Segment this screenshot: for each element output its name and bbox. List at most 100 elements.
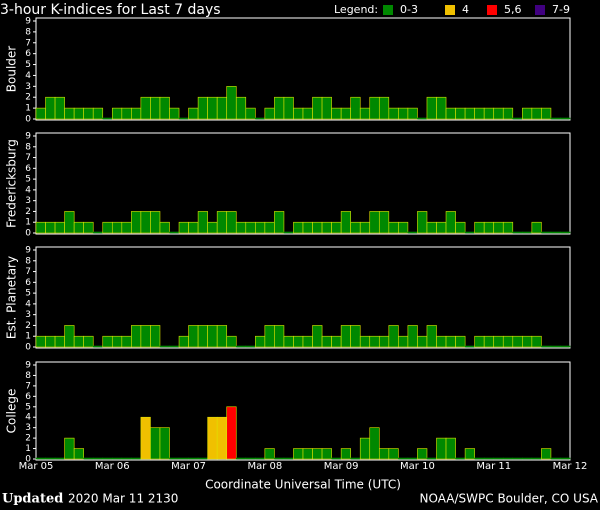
bar: [197, 96, 208, 120]
y-tick-label: 1: [25, 332, 31, 342]
bar: [131, 457, 142, 460]
bar: [302, 107, 313, 120]
bar: [560, 457, 571, 460]
bar: [121, 457, 132, 460]
bar: [541, 107, 552, 120]
bar: [73, 335, 84, 348]
y-tick-label: 7: [25, 38, 31, 48]
bar: [92, 345, 104, 348]
bar: [111, 335, 123, 348]
legend-entry: 7-9: [552, 3, 570, 16]
bar: [531, 221, 542, 234]
y-tick-label: 0: [25, 115, 31, 125]
bar: [512, 335, 523, 348]
y-axis-label: Est. Planetary: [5, 256, 19, 339]
bar: [541, 231, 552, 234]
bar: [255, 221, 266, 234]
y-tick-label: 6: [25, 49, 31, 59]
bar: [331, 335, 342, 348]
bar: [226, 335, 237, 348]
bar: [178, 221, 189, 234]
bar: [502, 457, 514, 460]
bar: [169, 457, 180, 460]
bar: [560, 231, 571, 234]
bar: [407, 231, 418, 234]
bar: [436, 437, 447, 460]
bar: [522, 231, 533, 234]
bar: [550, 345, 561, 348]
bar: [359, 335, 371, 348]
bar: [340, 211, 351, 234]
bar: [274, 211, 285, 234]
bar: [255, 335, 266, 348]
x-axis-label: Coordinate Universal Time (UTC): [205, 478, 401, 492]
legend-entry: 0-3: [400, 3, 418, 16]
y-tick-label: 5: [25, 175, 31, 185]
bar: [150, 211, 161, 234]
y-tick-label: 5: [25, 402, 31, 412]
bar: [169, 107, 180, 120]
y-tick-label: 7: [25, 153, 31, 163]
bar: [188, 325, 199, 348]
bar: [283, 335, 294, 348]
bar: [54, 96, 65, 120]
bar: [92, 107, 104, 120]
legend-swatch: [445, 5, 455, 15]
bar: [359, 107, 371, 120]
bar: [54, 335, 65, 348]
footer-source: NOAA/SWPC Boulder, CO USA: [420, 492, 599, 506]
bar: [140, 211, 151, 234]
bar: [426, 221, 437, 234]
y-tick-label: 4: [25, 299, 31, 309]
y-tick-label: 6: [25, 392, 31, 402]
bar: [159, 345, 170, 348]
bar: [502, 335, 514, 348]
bar: [350, 96, 361, 120]
bar: [407, 107, 418, 120]
bar: [464, 231, 475, 234]
bar: [216, 416, 228, 460]
bar: [140, 325, 151, 348]
y-tick-label: 4: [25, 71, 31, 81]
bar: [474, 221, 485, 234]
y-tick-label: 3: [25, 196, 31, 206]
bar: [255, 117, 266, 120]
bar: [321, 96, 332, 120]
bar: [159, 427, 170, 460]
bar: [188, 457, 199, 460]
bar: [255, 457, 266, 460]
y-tick-label: 6: [25, 278, 31, 288]
bar: [426, 96, 437, 120]
bar: [541, 448, 552, 460]
y-tick-label: 3: [25, 310, 31, 320]
bar: [131, 325, 142, 348]
bar: [531, 335, 542, 348]
y-tick-label: 9: [25, 132, 31, 142]
bar: [493, 221, 504, 234]
chart-title: 3-hour K-indices for Last 7 days: [0, 2, 221, 18]
bar: [512, 457, 523, 460]
bar: [455, 457, 466, 460]
y-tick-label: 2: [25, 321, 31, 331]
bar: [502, 107, 514, 120]
bar: [541, 345, 552, 348]
bar: [455, 107, 466, 120]
panel-frame: [35, 246, 571, 349]
bar: [331, 107, 342, 120]
bar: [417, 211, 428, 234]
bar: [64, 107, 75, 120]
bar: [150, 427, 161, 460]
bar: [512, 231, 523, 234]
bar: [445, 107, 456, 120]
bar: [102, 117, 113, 120]
bar: [312, 325, 323, 348]
bar: [331, 457, 342, 460]
bar: [302, 335, 313, 348]
bar: [64, 211, 75, 234]
bar: [464, 448, 475, 460]
bar: [121, 107, 132, 120]
bar: [359, 221, 371, 234]
bar: [464, 345, 475, 348]
bar: [45, 457, 56, 460]
